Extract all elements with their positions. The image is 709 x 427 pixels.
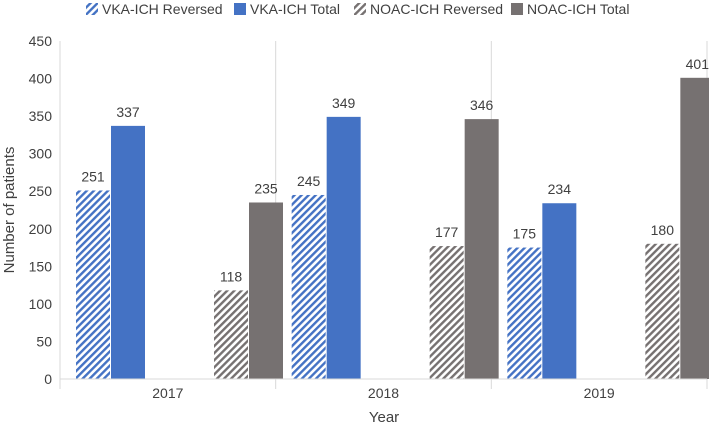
- legend-label-noac-ich-total: NOAC-ICH Total: [527, 1, 629, 17]
- x-tick-label-2018: 2018: [368, 385, 399, 401]
- bar-noac-ich-total-2019: [680, 77, 709, 379]
- legend-swatch-noac-ich-total: [511, 3, 523, 15]
- bar-vka-ich-reversed-2017: [76, 190, 110, 379]
- legend: VKA-ICH Reversed VKA-ICH Total NOAC-ICH Re…: [86, 1, 629, 17]
- x-axis-label: Year: [369, 409, 399, 426]
- x-tick-label-2017: 2017: [152, 385, 183, 401]
- data-label-noac-ich-total-2019: 401: [686, 56, 709, 72]
- y-tick-label: 50: [36, 333, 52, 349]
- bar-vka-ich-total-2017: [111, 125, 145, 380]
- y-tick-label: 150: [29, 258, 53, 274]
- x-tick-label-2019: 2019: [584, 385, 615, 401]
- y-tick-label: 350: [29, 108, 53, 124]
- y-tick-label: 400: [29, 71, 53, 87]
- data-label-vka-ich-total-2018: 349: [332, 95, 356, 111]
- bar-vka-ich-reversed-2019: [507, 247, 542, 379]
- legend-label-vka-ich-reversed: VKA-ICH Reversed: [102, 1, 223, 17]
- legend-swatch-vka-ich-total: [234, 3, 246, 15]
- data-label-noac-ich-total-2017: 235: [254, 180, 278, 196]
- bar-vka-ich-reversed-2018: [291, 194, 326, 379]
- data-label-vka-ich-reversed-2017: 251: [81, 168, 105, 184]
- data-label-vka-ich-total-2017: 337: [116, 104, 140, 120]
- data-label-noac-ich-reversed-2019: 180: [651, 222, 675, 238]
- bars: 251 337 118 235 245 349 177 346 175 234 180 401: [76, 56, 709, 380]
- bar-vka-ich-total-2018: [326, 116, 361, 380]
- bar-noac-ich-reversed-2019: [645, 243, 680, 379]
- legend-label-vka-ich-total: VKA-ICH Total: [250, 1, 340, 17]
- x-axis: 2017 2018 2019: [60, 378, 707, 401]
- bar-noac-ich-total-2018: [464, 119, 499, 380]
- data-label-noac-ich-reversed-2017: 118: [220, 268, 243, 284]
- y-tick-label: 200: [29, 221, 53, 237]
- bar-vka-ich-total-2019: [542, 203, 577, 379]
- bar-noac-ich-total-2017: [249, 202, 283, 379]
- y-tick-label: 250: [29, 183, 53, 199]
- data-label-noac-ich-total-2018: 346: [470, 97, 494, 113]
- data-label-vka-ich-reversed-2019: 175: [513, 226, 537, 242]
- bar-noac-ich-reversed-2017: [214, 290, 248, 379]
- year-separators: [59, 41, 708, 389]
- data-label-vka-ich-reversed-2018: 245: [297, 173, 321, 189]
- y-axis: 0 50 100 150 200 250 300 350 400 450: [29, 33, 53, 387]
- y-tick-label: 300: [29, 146, 53, 162]
- bar-noac-ich-reversed-2018: [429, 246, 464, 379]
- legend-label-noac-ich-reversed: NOAC-ICH Reversed: [370, 1, 503, 17]
- legend-swatch-noac-ich-reversed: [354, 3, 366, 15]
- y-tick-label: 450: [29, 33, 53, 49]
- y-tick-label: 100: [29, 296, 53, 312]
- y-tick-label: 0: [44, 371, 52, 387]
- data-label-vka-ich-total-2019: 234: [548, 181, 572, 197]
- legend-swatch-vka-ich-reversed: [86, 3, 98, 15]
- y-axis-label: Number of patients: [1, 147, 18, 274]
- data-label-noac-ich-reversed-2018: 177: [435, 224, 459, 240]
